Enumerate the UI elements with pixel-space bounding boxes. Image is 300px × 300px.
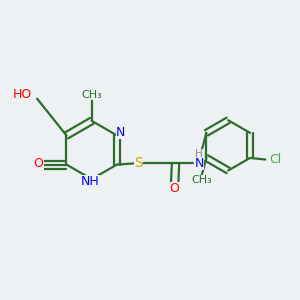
Text: CH₃: CH₃	[191, 175, 212, 185]
Text: HO: HO	[12, 88, 32, 100]
Text: N: N	[116, 127, 125, 140]
Text: CH₃: CH₃	[82, 90, 102, 100]
Text: Cl: Cl	[270, 153, 282, 166]
Text: S: S	[134, 156, 143, 170]
Text: H: H	[195, 149, 203, 159]
Text: O: O	[170, 182, 180, 195]
Text: N: N	[195, 157, 204, 169]
Text: NH: NH	[81, 175, 100, 188]
Text: O: O	[34, 157, 44, 170]
